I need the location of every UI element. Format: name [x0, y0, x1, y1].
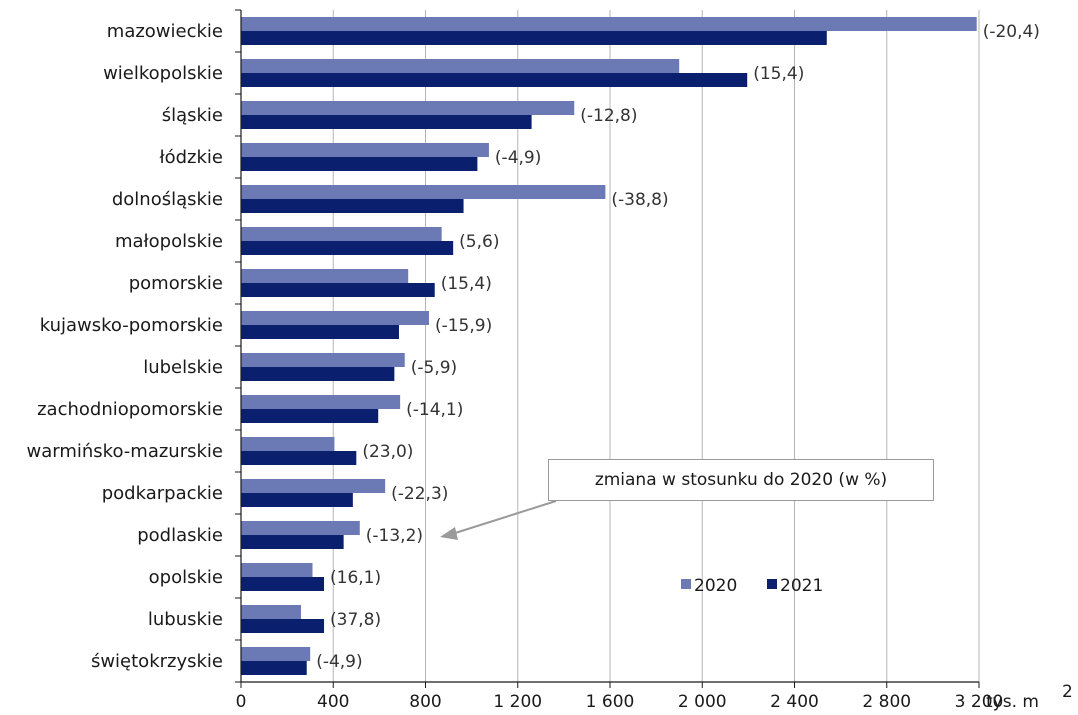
bar-2021: [241, 199, 464, 213]
bar-2020: [241, 353, 405, 367]
bar-2020: [241, 605, 301, 619]
category-label: podlaskie: [137, 525, 223, 546]
category-label: świętokrzyskie: [91, 651, 223, 672]
bar-2021: [241, 157, 478, 171]
bar-2020: [241, 647, 311, 661]
bar-2020: [241, 269, 409, 283]
change-label: (-5,9): [411, 358, 457, 378]
bar-2021: [241, 115, 532, 129]
bar-2021: [241, 661, 307, 675]
legend-label-2021: 2021: [780, 576, 823, 596]
bar-2021: [241, 409, 379, 423]
bar-2021: [241, 619, 325, 633]
category-label: pomorskie: [129, 273, 223, 294]
category-label: łódzkie: [159, 147, 223, 168]
category-label: małopolskie: [115, 231, 223, 252]
bar-2021: [241, 325, 399, 339]
bar-2020: [241, 479, 386, 493]
change-label: (37,8): [330, 610, 381, 630]
category-label: lubuskie: [148, 609, 223, 630]
bar-2021: [241, 241, 454, 255]
bar-2021: [241, 367, 395, 381]
change-label: (23,0): [362, 442, 413, 462]
annotation-text: zmiana w stosunku do 2020 (w %): [594, 470, 888, 490]
bar-2020: [241, 395, 401, 409]
bar-2020: [241, 563, 313, 577]
x-tick-label: 3 200: [955, 692, 1004, 712]
bar-2021: [241, 283, 435, 297]
x-unit-superscript: 2: [1062, 682, 1073, 702]
change-label: (-14,1): [406, 400, 463, 420]
x-tick-label: 2 000: [678, 692, 727, 712]
category-label: lubelskie: [143, 357, 223, 378]
category-label: podkarpackie: [102, 483, 223, 504]
bar-2020: [241, 17, 977, 31]
x-tick-label: 2 800: [862, 692, 911, 712]
x-tick-label: 2 400: [770, 692, 819, 712]
change-label: (16,1): [330, 568, 381, 588]
annotation-box: zmiana w stosunku do 2020 (w %): [548, 459, 934, 501]
bar-2020: [241, 521, 360, 535]
bar-2020: [241, 143, 489, 157]
x-tick-label: 800: [409, 692, 441, 712]
legend-swatch-2021: [767, 579, 777, 589]
bar-2021: [241, 31, 827, 45]
category-label: zachodniopomorskie: [37, 399, 223, 420]
change-label: (-15,9): [435, 316, 492, 336]
category-label: kujawsko-pomorskie: [40, 315, 223, 336]
x-tick-label: 1 600: [586, 692, 635, 712]
legend-swatch-2020: [681, 579, 691, 589]
category-label: mazowieckie: [107, 21, 223, 42]
bar-2021: [241, 493, 353, 507]
change-label: (-4,9): [495, 148, 541, 168]
change-label: (-22,3): [391, 484, 448, 504]
change-label: (-20,4): [983, 22, 1040, 42]
bar-2020: [241, 185, 606, 199]
change-label: (-38,8): [611, 190, 668, 210]
category-label: śląskie: [162, 105, 223, 126]
x-tick-label: 0: [236, 692, 247, 712]
change-label: (15,4): [753, 64, 804, 84]
x-unit-label: tys. m: [986, 692, 1039, 712]
bar-2020: [241, 59, 680, 73]
bar-2020: [241, 227, 442, 241]
annotation-arrow-head: [440, 527, 458, 540]
category-label: dolnośląskie: [112, 189, 223, 210]
change-label: (-12,8): [580, 106, 637, 126]
change-label: (5,6): [459, 232, 499, 252]
bar-2021: [241, 451, 357, 465]
annotation-arrow-line: [451, 500, 557, 535]
bar-2020: [241, 101, 575, 115]
category-label: warmińsko-mazurskie: [27, 441, 223, 462]
category-label: opolskie: [149, 567, 223, 588]
change-label: (15,4): [441, 274, 492, 294]
bar-2020: [241, 311, 429, 325]
legend-label-2020: 2020: [694, 576, 737, 596]
x-tick-label: 400: [317, 692, 349, 712]
bar-2021: [241, 535, 344, 549]
change-label: (-4,9): [316, 652, 362, 672]
bar-2021: [241, 73, 748, 87]
change-label: (-13,2): [366, 526, 423, 546]
x-tick-label: 1 200: [493, 692, 542, 712]
bar-2021: [241, 577, 325, 591]
category-label: wielkopolskie: [103, 63, 223, 84]
bar-2020: [241, 437, 335, 451]
